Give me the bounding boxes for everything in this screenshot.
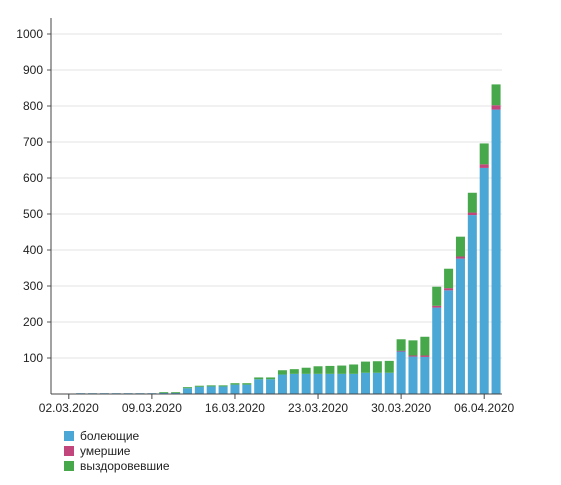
bar-recovered-02.04.2020 (432, 286, 442, 306)
bar-recovered-20.03.2020 (277, 370, 287, 375)
y-tick-label-600: 600 (23, 171, 43, 185)
bar-dead-01.04.2020 (420, 355, 430, 357)
bar-sick-05.04.2020 (467, 215, 477, 394)
bar-recovered-07.04.2020 (491, 84, 501, 106)
x-tick-label-06.04.2020: 06.04.2020 (454, 401, 514, 415)
bar-sick-02.04.2020 (432, 307, 442, 394)
bar-sick-10.03.2020 (159, 392, 169, 394)
bar-recovered-24.03.2020 (325, 365, 335, 374)
bar-sick-11.03.2020 (171, 392, 181, 394)
bar-sick-16.03.2020 (230, 384, 240, 394)
bar-dead-03.04.2020 (444, 288, 454, 291)
bar-recovered-18.03.2020 (254, 377, 264, 380)
x-tick-label-02.03.2020: 02.03.2020 (39, 401, 99, 415)
y-tick-label-400: 400 (23, 243, 43, 257)
bar-sick-15.03.2020 (218, 386, 228, 394)
bar-recovered-05.04.2020 (467, 192, 477, 213)
x-tick-label-16.03.2020: 16.03.2020 (205, 401, 265, 415)
bar-recovered-19.03.2020 (266, 377, 276, 380)
bar-dead-06.04.2020 (479, 164, 489, 168)
bar-sick-20.03.2020 (277, 374, 287, 394)
bar-sick-31.03.2020 (408, 356, 418, 394)
bar-recovered-31.03.2020 (408, 340, 418, 356)
y-tick-label-1000: 1000 (16, 27, 43, 41)
legend-item-recovered[interactable]: выздоровевшие (64, 458, 170, 473)
bar-recovered-01.04.2020 (420, 336, 430, 356)
x-tick-label-30.03.2020: 30.03.2020 (371, 401, 431, 415)
bar-recovered-06.04.2020 (479, 143, 489, 165)
x-tick-labels: 02.03.2020 09.03.2020 16.03.2020 23.03.2020… (39, 401, 515, 415)
y-tick-label-900: 900 (23, 63, 43, 77)
bar-recovered-10.03.2020 (159, 392, 169, 393)
legend-item-dead[interactable]: умершие (64, 443, 170, 458)
bar-sick-19.03.2020 (266, 379, 276, 394)
bar-sick-22.03.2020 (301, 373, 311, 394)
legend-swatch-recovered (64, 460, 74, 471)
y-tick-label-500: 500 (23, 207, 43, 221)
legend-item-sick[interactable]: болеющие (64, 428, 170, 443)
bar-dead-04.04.2020 (455, 256, 465, 259)
bar-recovered-04.04.2020 (455, 236, 465, 257)
bar-sick-26.03.2020 (349, 373, 359, 394)
y-tick-labels: 100 200 300 400 500 600 700 800 900 1000 (16, 27, 43, 365)
gridlines (47, 33, 502, 359)
bar-sick-24.03.2020 (325, 373, 335, 394)
bar-recovered-17.03.2020 (242, 383, 252, 385)
bar-recovered-22.03.2020 (301, 367, 311, 374)
y-tick-label-800: 800 (23, 99, 43, 113)
bar-recovered-14.03.2020 (206, 385, 216, 387)
x-tick-label-09.03.2020: 09.03.2020 (122, 401, 182, 415)
bar-sick-12.03.2020 (182, 388, 192, 394)
bar-dead-31.03.2020 (408, 355, 418, 357)
bar-sick-28.03.2020 (372, 372, 382, 394)
bar-sick-21.03.2020 (289, 373, 299, 394)
bar-recovered-12.03.2020 (182, 387, 192, 389)
bar-recovered-27.03.2020 (361, 361, 371, 373)
bar-recovered-16.03.2020 (230, 383, 240, 385)
bar-sick-17.03.2020 (242, 384, 252, 394)
legend: болеющие умершие выздоровевшие (64, 428, 170, 473)
bar-sick-29.03.2020 (384, 372, 394, 394)
bar-recovered-23.03.2020 (313, 366, 323, 374)
bar-sick-03.04.2020 (444, 290, 454, 394)
y-tick-label-200: 200 (23, 315, 43, 329)
bar-recovered-21.03.2020 (289, 369, 299, 374)
y-tick-label-700: 700 (23, 135, 43, 149)
bar-recovered-26.03.2020 (349, 364, 359, 374)
legend-label-dead: умершие (80, 443, 131, 458)
bar-recovered-29.03.2020 (384, 360, 394, 373)
bar-recovered-11.03.2020 (171, 392, 181, 393)
bar-sick-01.04.2020 (420, 356, 430, 394)
bar-recovered-30.03.2020 (396, 339, 406, 351)
y-tick-label-100: 100 (23, 351, 43, 365)
legend-label-sick: болеющие (80, 428, 140, 443)
bar-dead-02.04.2020 (432, 305, 442, 308)
bar-sick-27.03.2020 (361, 372, 371, 394)
y-tick-label-300: 300 (23, 279, 43, 293)
axes (50, 18, 502, 399)
bar-sick-25.03.2020 (337, 373, 347, 394)
bar-recovered-25.03.2020 (337, 365, 347, 374)
bar-sick-18.03.2020 (254, 379, 264, 394)
bar-sick-13.03.2020 (194, 386, 204, 394)
bar-recovered-15.03.2020 (218, 385, 228, 387)
legend-swatch-sick (64, 430, 74, 441)
bar-dead-30.03.2020 (396, 350, 406, 352)
bar-dead-05.04.2020 (467, 212, 477, 216)
legend-swatch-dead (64, 445, 74, 456)
bar-recovered-03.04.2020 (444, 268, 454, 289)
bar-recovered-28.03.2020 (372, 361, 382, 373)
bar-recovered-13.03.2020 (194, 385, 204, 387)
x-tick-label-23.03.2020: 23.03.2020 (288, 401, 348, 415)
bar-sick-23.03.2020 (313, 373, 323, 394)
bar-sick-06.04.2020 (479, 167, 489, 394)
bars (76, 84, 501, 394)
bar-sick-14.03.2020 (206, 386, 216, 394)
bar-sick-30.03.2020 (396, 351, 406, 394)
bar-dead-07.04.2020 (491, 105, 501, 110)
bar-sick-04.04.2020 (455, 258, 465, 394)
bar-sick-07.04.2020 (491, 109, 501, 394)
legend-label-recovered: выздоровевшие (80, 458, 170, 473)
